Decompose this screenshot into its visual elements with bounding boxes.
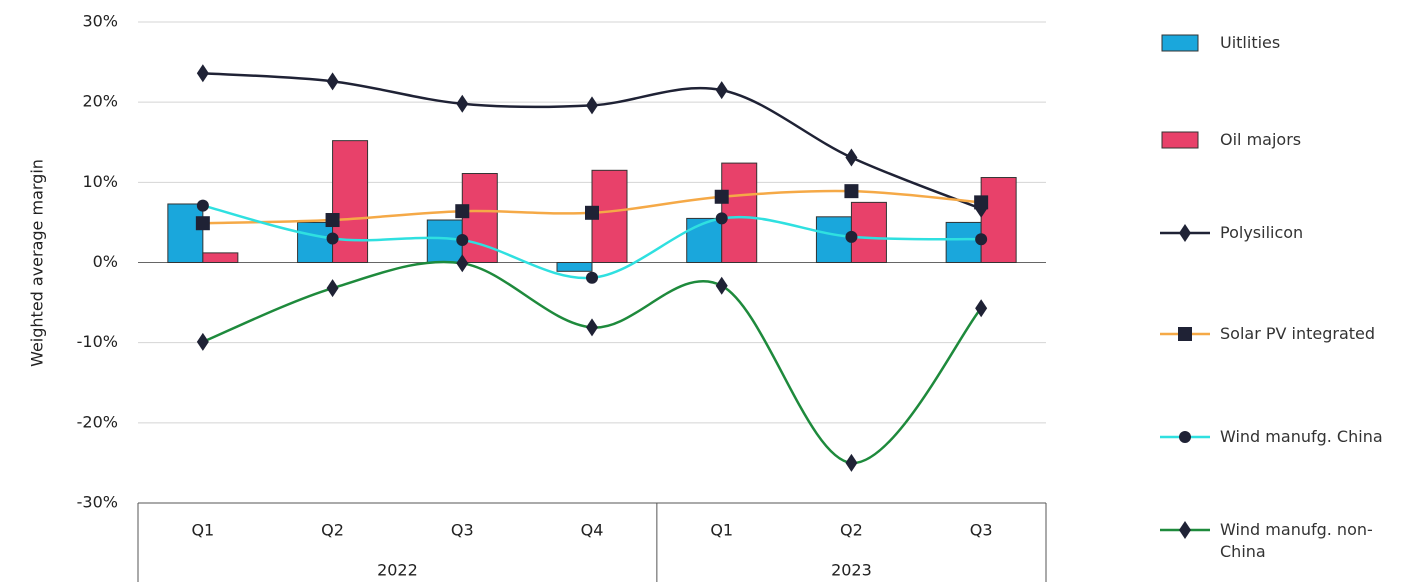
bar [202, 252, 239, 264]
marker [975, 299, 988, 318]
bar [556, 262, 593, 272]
bar [332, 140, 369, 263]
legend-item: Wind manufg. China [1160, 426, 1415, 448]
marker [586, 96, 598, 115]
marker [326, 232, 339, 245]
marker [715, 276, 728, 295]
legend-label: Solar PV integrated [1220, 324, 1376, 343]
y-tick-label: 30% [82, 12, 118, 31]
marker [456, 234, 469, 247]
legend-item: Uitlities [1160, 32, 1415, 54]
marker [585, 205, 599, 220]
bar [686, 217, 723, 264]
line [202, 260, 983, 465]
marker [715, 212, 728, 225]
legend-swatch-rect [1161, 131, 1199, 149]
marker [715, 81, 728, 100]
marker [974, 195, 989, 210]
y-tick-label: -10% [77, 332, 118, 351]
marker [845, 230, 858, 243]
legend-swatch [1160, 327, 1210, 341]
legend-swatch-marker [1179, 431, 1191, 443]
marker [845, 453, 858, 472]
x-tick-label: Q3 [970, 521, 993, 540]
legend-label: Polysilicon [1220, 223, 1304, 242]
y-tick-label: -30% [77, 493, 118, 512]
marker [714, 189, 729, 204]
marker [456, 94, 469, 113]
legend-swatch-marker [1178, 327, 1192, 341]
marker [845, 148, 858, 167]
marker [326, 72, 339, 91]
x-tick-label: Q2 [840, 521, 863, 540]
x-tick-label: Q3 [451, 521, 474, 540]
legend-label: Wind manufg. China [1220, 427, 1383, 446]
bar [850, 201, 887, 263]
y-tick-label: 0% [93, 252, 118, 271]
bar [167, 203, 204, 263]
x-group-label: 2022 [377, 561, 418, 580]
x-tick-label: Q4 [581, 521, 604, 540]
bar [815, 216, 852, 263]
x-group-label: 2023 [831, 561, 872, 580]
y-tick-label: -20% [77, 412, 118, 431]
marker [586, 271, 598, 284]
legend-swatch-marker [1179, 224, 1191, 242]
legend-swatch-rect [1161, 34, 1199, 52]
marker [455, 204, 470, 219]
x-tick-label: Q1 [710, 521, 733, 540]
x-tick-label: Q1 [191, 521, 214, 540]
marker [456, 254, 469, 273]
y-tick-label: 10% [82, 172, 118, 191]
legend-swatch [1160, 521, 1210, 539]
marker [326, 279, 339, 298]
legend-swatch-marker [1179, 521, 1191, 539]
legend-swatch [1161, 34, 1199, 52]
y-tick-label: 20% [82, 92, 118, 111]
legend-label: Uitlities [1220, 33, 1281, 52]
legend-swatch [1160, 431, 1210, 443]
legend-label: Oil majors [1220, 130, 1302, 149]
marker [196, 64, 209, 83]
legend-swatch [1160, 224, 1210, 242]
marker [196, 332, 209, 351]
legend-label: Wind manufg. non-China [1220, 520, 1373, 561]
legend-item: Wind manufg. non-China [1160, 519, 1415, 563]
bar [980, 177, 1017, 263]
marker [586, 318, 598, 337]
legend-item: Solar PV integrated [1160, 323, 1415, 345]
bar [945, 221, 982, 264]
x-tick-label: Q2 [321, 521, 344, 540]
marker [975, 233, 988, 246]
marker [196, 199, 209, 212]
bar [721, 162, 758, 264]
legend-swatch [1161, 131, 1199, 149]
legend-item: Oil majors [1160, 129, 1415, 151]
legend-item: Polysilicon [1160, 222, 1415, 244]
y-axis-label: Weighted average margin [28, 159, 47, 367]
bar [297, 221, 334, 264]
marker [195, 216, 210, 231]
marker [844, 184, 859, 199]
marker [325, 213, 340, 228]
